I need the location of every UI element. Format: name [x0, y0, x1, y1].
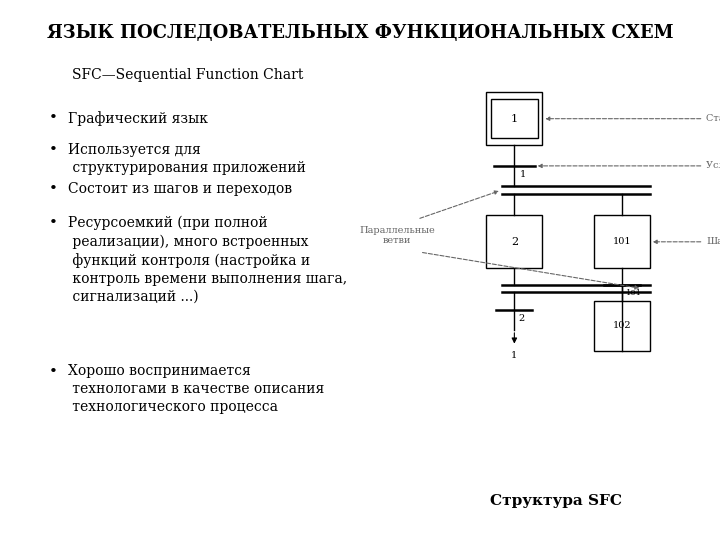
Text: Графический язык: Графический язык	[68, 111, 208, 126]
Bar	[486, 215, 542, 268]
Bar	[486, 92, 542, 145]
Text: 1: 1	[510, 114, 518, 124]
Text: 102: 102	[613, 321, 631, 330]
Text: •: •	[49, 182, 58, 196]
Text: Используется для
 структурирования приложений: Используется для структурирования прилож…	[68, 143, 306, 175]
Text: Структура SFC: Структура SFC	[490, 494, 622, 508]
Text: •: •	[49, 111, 58, 125]
Text: Состоит из шагов и переходов: Состоит из шагов и переходов	[68, 182, 292, 196]
Text: Условие перехода: Условие перехода	[706, 161, 720, 171]
Text: 2: 2	[518, 314, 524, 322]
Text: •: •	[49, 364, 58, 379]
Text: 101: 101	[626, 289, 642, 297]
Text: 101: 101	[613, 237, 631, 246]
Text: SFC—Sequential Function Chart: SFC—Sequential Function Chart	[72, 68, 303, 82]
Text: ЯЗЫК ПОСЛЕДОВАТЕЛЬНЫХ ФУНКЦИОНАЛЬНЫХ СХЕМ: ЯЗЫК ПОСЛЕДОВАТЕЛЬНЫХ ФУНКЦИОНАЛЬНЫХ СХЕ…	[47, 24, 673, 42]
Text: Ресурсоемкий (при полной
 реализации), много встроенных
 функций контроля (настр: Ресурсоемкий (при полной реализации), мн…	[68, 216, 348, 303]
Text: Хорошо воспринимается
 технологами в качестве описания
 технологического процесс: Хорошо воспринимается технологами в каче…	[68, 364, 325, 414]
Text: Шаг: Шаг	[706, 237, 720, 246]
Text: Параллельные
ветви: Параллельные ветви	[359, 226, 435, 245]
Text: 1: 1	[520, 170, 526, 179]
Text: •: •	[49, 143, 58, 157]
Text: •: •	[49, 216, 58, 230]
Text: 1: 1	[511, 350, 518, 360]
Bar	[491, 99, 538, 138]
Bar	[593, 301, 650, 350]
Bar	[593, 215, 650, 268]
Text: 2: 2	[510, 237, 518, 247]
Text: Стартовый шаг: Стартовый шаг	[706, 114, 720, 123]
